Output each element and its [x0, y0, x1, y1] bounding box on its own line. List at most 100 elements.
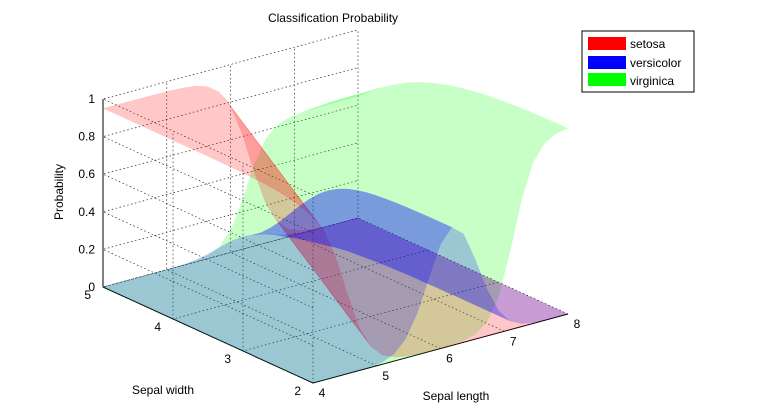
surface-patch	[414, 277, 436, 285]
surface-patch	[422, 294, 444, 303]
surface-patch	[263, 323, 285, 332]
surface-patch	[408, 305, 430, 313]
surface-patch	[176, 291, 198, 300]
surface-patch	[442, 337, 464, 346]
surface-patch	[337, 264, 359, 290]
surface-patch	[458, 258, 480, 306]
surface-patch	[374, 257, 396, 270]
surface-patch	[323, 98, 345, 107]
surface-patch	[363, 345, 385, 358]
surface-patch	[480, 279, 502, 287]
surface-patch	[217, 336, 239, 344]
surface-patch	[421, 336, 443, 344]
y-tick-label: 5	[84, 288, 91, 302]
surface-patch	[358, 325, 380, 335]
surface-patch	[200, 320, 222, 328]
surface-patch	[298, 236, 320, 241]
legend-label-setosa: setosa	[630, 37, 666, 51]
surface-patch	[231, 325, 253, 334]
surface-patch	[217, 336, 239, 344]
surface-patch	[456, 285, 478, 293]
surface-patch	[231, 283, 253, 292]
surface-patch	[431, 280, 453, 295]
surface-patch	[273, 328, 295, 336]
surface-patch	[238, 337, 260, 345]
surface-patch	[468, 100, 490, 109]
surface-patch	[321, 241, 343, 300]
surface-patch	[303, 375, 325, 383]
surface-patch	[185, 296, 207, 304]
surface-patch	[294, 327, 316, 337]
surface-patch	[122, 114, 144, 122]
surface-patch	[285, 324, 307, 333]
surface-patch	[518, 111, 540, 120]
surface-patch	[223, 137, 245, 145]
surface-patch	[385, 198, 407, 209]
surface-patch	[308, 193, 330, 203]
surface-patch	[122, 292, 144, 301]
surface-patch	[253, 284, 275, 293]
surface-patch	[326, 250, 348, 258]
surface-patch	[322, 264, 344, 271]
surface-patch	[351, 237, 373, 245]
surface-patch	[293, 123, 315, 157]
surface-patch	[288, 351, 310, 360]
surface-patch	[302, 341, 324, 349]
surface-patch	[222, 272, 244, 284]
surface-patch	[255, 141, 277, 195]
surface-patch	[422, 276, 444, 291]
surface-patch	[233, 260, 255, 275]
surface-patch	[504, 126, 526, 146]
surface-patch	[366, 302, 388, 310]
y-axis-label: Sepal width	[132, 383, 194, 397]
surface-patch	[276, 354, 298, 363]
surface-patch	[210, 324, 232, 332]
surface-patch	[351, 90, 373, 96]
surface-patch	[432, 257, 454, 265]
surface-patch	[261, 331, 283, 339]
surface-patch	[392, 206, 414, 228]
surface-patch	[334, 238, 356, 252]
surface-patch	[265, 234, 287, 237]
surface-patch	[263, 323, 285, 332]
surface-patch	[467, 280, 489, 306]
surface-patch	[374, 109, 396, 137]
surface-patch	[329, 279, 351, 309]
surface-patch	[488, 306, 510, 322]
surface-patch	[141, 301, 163, 309]
surface-patch	[170, 94, 192, 102]
chart-title: Classification Probability	[268, 11, 398, 25]
surface-patch	[313, 222, 335, 239]
surface-patch	[506, 115, 528, 126]
surface-patch	[449, 273, 471, 281]
surface-patch	[334, 262, 356, 270]
surface-patch	[210, 146, 232, 154]
surface-patch	[353, 229, 375, 238]
surface-patch	[425, 309, 447, 326]
surface-patch	[364, 106, 386, 129]
surface-patch	[253, 233, 275, 235]
surface-patch	[319, 275, 341, 305]
surface-patch	[293, 371, 315, 379]
surface-patch	[537, 305, 559, 313]
surface-patch	[394, 315, 416, 324]
surface-patch	[447, 280, 469, 288]
surface-patch	[495, 302, 517, 310]
surface-patch	[487, 107, 509, 117]
surface-patch	[489, 283, 511, 291]
surface-patch	[277, 306, 299, 319]
x-tick-label: 8	[574, 317, 581, 331]
surface-patch	[481, 313, 503, 321]
surface-patch	[261, 227, 283, 233]
surface-patch	[379, 332, 401, 340]
z-tick-label: 0	[88, 280, 95, 294]
surface-patch	[242, 233, 264, 237]
surface-patch	[382, 242, 404, 251]
surface-patch	[365, 226, 387, 235]
surface-patch	[265, 123, 287, 141]
surface-patch	[488, 325, 510, 333]
x-tick-label: 7	[510, 334, 517, 348]
surface-patch	[458, 275, 480, 302]
surface-patch	[197, 293, 219, 301]
surface-patch	[485, 298, 507, 306]
